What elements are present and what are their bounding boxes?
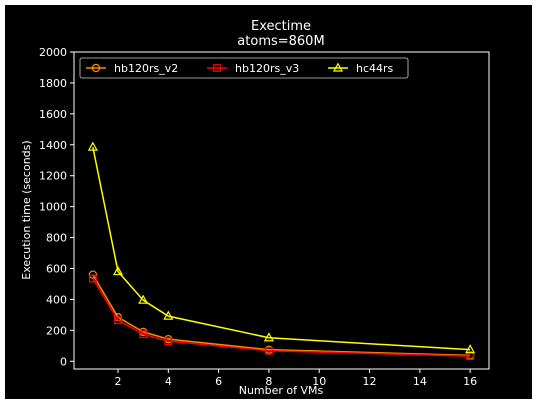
data-point xyxy=(465,344,476,354)
legend: hb120rs_v2 hb120rs_v3 hc44rs xyxy=(79,57,409,79)
data-point xyxy=(164,337,173,346)
x-axis: 2 4 6 8 10 12 14 16 xyxy=(115,369,477,388)
y-axis-label: Execution time (seconds) xyxy=(20,140,33,279)
y-tick-label: 1200 xyxy=(39,170,67,183)
y-tick-label: 2000 xyxy=(39,46,67,59)
plot-area-frame xyxy=(73,51,490,370)
y-tick-label: 600 xyxy=(46,262,67,275)
x-axis-label: Number of VMs xyxy=(239,384,324,397)
data-point xyxy=(263,332,274,342)
data-point xyxy=(113,266,124,276)
data-point xyxy=(114,316,122,325)
data-point xyxy=(138,294,149,304)
y-tick-label: 1400 xyxy=(39,139,67,152)
series-hc44rs xyxy=(87,141,476,354)
y-tick-label: 0 xyxy=(60,355,67,368)
x-tick-label: 6 xyxy=(215,375,222,388)
y-tick-label: 1000 xyxy=(39,201,67,214)
legend-label: hb120rs_v3 xyxy=(235,62,299,75)
y-tick-label: 1600 xyxy=(39,108,67,121)
x-tick-label: 8 xyxy=(265,375,272,388)
y-tick-label: 800 xyxy=(46,232,67,245)
data-point xyxy=(88,274,97,283)
y-axis: 0 200 400 600 800 1000 1200 1400 1600 1800 2000 xyxy=(39,46,74,368)
legend-marker xyxy=(213,64,221,72)
data-point xyxy=(265,346,273,355)
legend-label: hc44rs xyxy=(356,62,394,75)
x-tick-label: 4 xyxy=(165,375,172,388)
y-tick-label: 400 xyxy=(46,293,67,306)
series-hb120rs_v3 xyxy=(88,274,475,361)
x-tick-label: 2 xyxy=(115,375,122,388)
data-point xyxy=(139,330,148,339)
legend-label: hb120rs_v2 xyxy=(114,62,178,75)
chart-subtitle: atoms=860M xyxy=(237,34,324,49)
series-line xyxy=(92,146,471,351)
data-point xyxy=(87,141,98,151)
legend-marker xyxy=(332,62,344,72)
legend-item: hb120rs_v2 xyxy=(86,62,178,75)
chart-title: Exectime xyxy=(251,19,311,34)
series-line xyxy=(92,274,471,357)
x-tick-label: 14 xyxy=(413,375,427,388)
legend-marker xyxy=(91,63,101,73)
legend-item: hc44rs xyxy=(328,62,394,75)
y-tick-label: 200 xyxy=(46,324,67,337)
x-tick-label: 16 xyxy=(463,375,477,388)
legend-frame xyxy=(79,57,409,79)
series-line xyxy=(92,278,471,357)
legend-item: hb120rs_v3 xyxy=(207,62,299,75)
x-tick-label: 12 xyxy=(363,375,377,388)
series-layer xyxy=(87,141,476,361)
x-tick-label: 10 xyxy=(312,375,326,388)
y-tick-label: 1800 xyxy=(39,77,67,90)
data-point xyxy=(163,310,174,320)
